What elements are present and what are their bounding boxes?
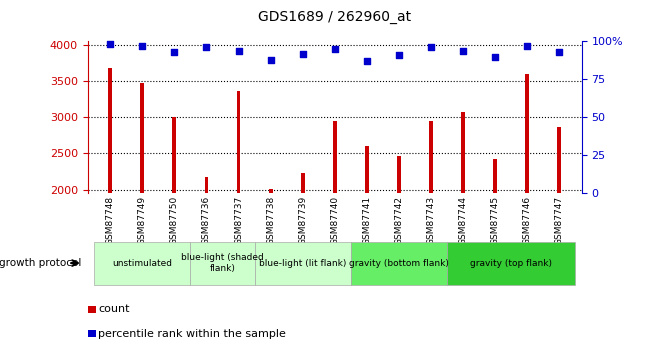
Point [137, 43, 148, 49]
Point [490, 54, 501, 59]
Point [169, 49, 179, 55]
Point [105, 42, 116, 47]
Text: GSM87750: GSM87750 [170, 196, 179, 245]
Bar [237, 91, 240, 193]
Point [361, 58, 372, 64]
Text: count: count [98, 305, 129, 314]
Bar [557, 127, 561, 193]
Bar [190, 241, 255, 285]
Text: GSM87745: GSM87745 [491, 196, 500, 245]
Point [330, 46, 340, 52]
Bar [493, 158, 497, 193]
Text: blue-light (lit flank): blue-light (lit flank) [259, 258, 346, 268]
Text: percentile rank within the sample: percentile rank within the sample [98, 329, 286, 338]
Text: GSM87746: GSM87746 [523, 196, 532, 245]
Point [298, 51, 308, 56]
Text: gravity (bottom flank): gravity (bottom flank) [349, 258, 449, 268]
Point [202, 45, 212, 50]
Text: unstimulated: unstimulated [112, 258, 172, 268]
Text: GSM87742: GSM87742 [395, 196, 404, 245]
Point [426, 45, 436, 50]
Text: GSM87747: GSM87747 [555, 196, 564, 245]
Bar [525, 74, 529, 193]
Bar [140, 82, 144, 193]
Text: GSM87740: GSM87740 [330, 196, 339, 245]
Bar [333, 121, 337, 193]
Point [394, 52, 404, 58]
Text: GSM87738: GSM87738 [266, 196, 275, 245]
Bar [94, 241, 190, 285]
Point [458, 48, 468, 53]
Bar [365, 146, 369, 193]
Bar [429, 121, 433, 193]
Point [233, 48, 244, 53]
Bar [301, 173, 305, 193]
Text: GSM87743: GSM87743 [426, 196, 436, 245]
Text: GSM87737: GSM87737 [234, 196, 243, 245]
Text: GDS1689 / 262960_at: GDS1689 / 262960_at [258, 10, 411, 24]
Bar [447, 241, 575, 285]
Bar [461, 111, 465, 193]
Bar [351, 241, 447, 285]
Point [265, 57, 276, 62]
Text: growth protocol: growth protocol [0, 258, 81, 268]
Text: GSM87744: GSM87744 [458, 196, 467, 245]
Text: GSM87749: GSM87749 [138, 196, 147, 245]
Point [554, 49, 564, 55]
Bar [268, 189, 272, 193]
Text: GSM87741: GSM87741 [362, 196, 371, 245]
Point [522, 43, 532, 49]
Text: GSM87739: GSM87739 [298, 196, 307, 245]
Text: blue-light (shaded
flank): blue-light (shaded flank) [181, 253, 264, 273]
Bar [255, 241, 351, 285]
Bar [205, 177, 209, 193]
Text: GSM87748: GSM87748 [106, 196, 114, 245]
Text: gravity (top flank): gravity (top flank) [470, 258, 552, 268]
Text: GSM87736: GSM87736 [202, 196, 211, 245]
Bar [109, 68, 112, 193]
Bar [397, 156, 401, 193]
Bar [172, 117, 176, 193]
